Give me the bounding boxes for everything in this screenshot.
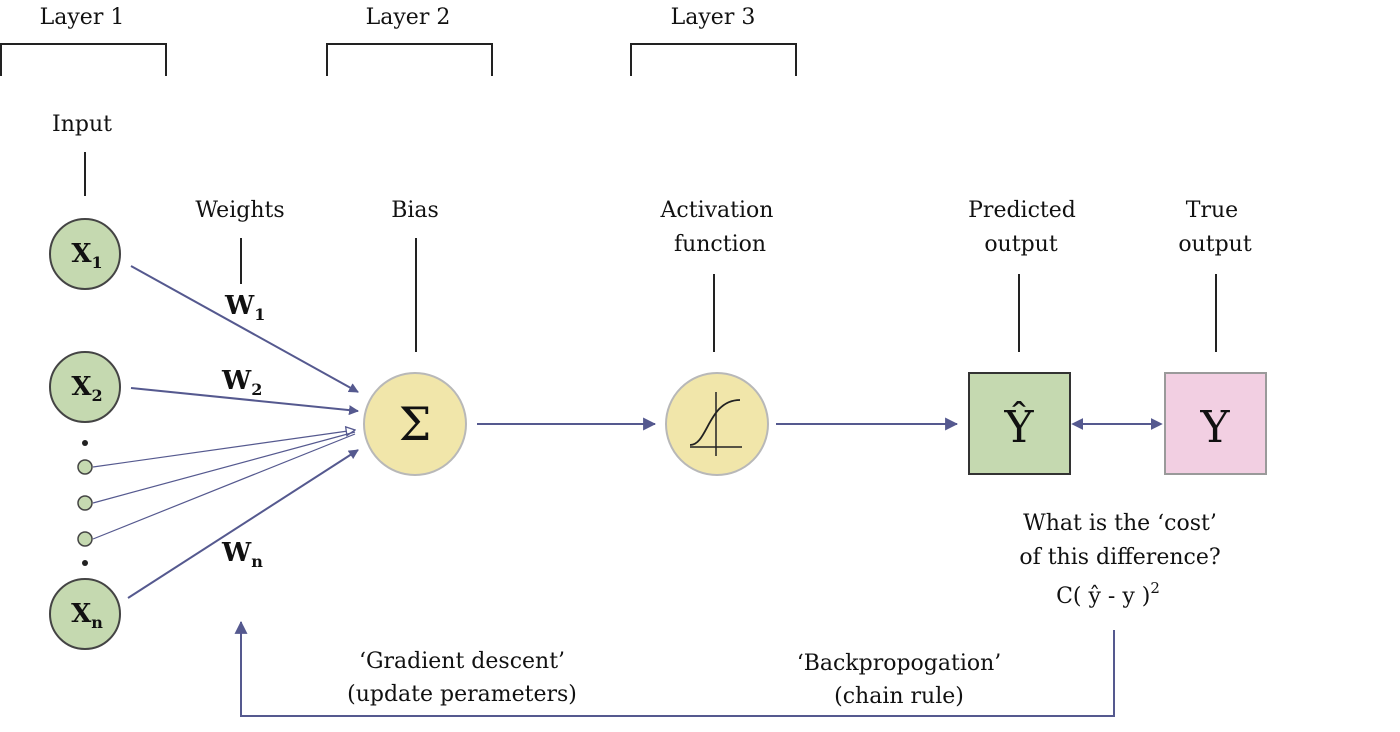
hidden-input-arrow <box>92 430 355 468</box>
predicted-output-node: Ŷ <box>968 372 1071 475</box>
layer-1-label: Layer 1 <box>40 5 125 30</box>
input-node-2-circle <box>49 351 121 423</box>
predicted-label-line2: output <box>984 232 1058 257</box>
layer-3-group: Layer 3 <box>630 5 797 76</box>
gradient-descent-label: ‘Gradient descent’ <box>359 649 565 674</box>
sigmoid-icon <box>689 392 742 456</box>
layer-2-group: Layer 2 <box>326 5 493 76</box>
layer-3-bracket <box>630 43 797 76</box>
layer-1-group: Layer 1 <box>0 5 167 76</box>
weight-n-arrow <box>127 449 359 599</box>
hidden-input-arrow <box>92 433 356 540</box>
true-label-line2: output <box>1178 232 1252 257</box>
weight-2-arrow <box>130 387 359 416</box>
weights-label: Weights <box>195 198 284 223</box>
layer-1-bracket <box>0 43 167 76</box>
layer-3-label: Layer 3 <box>671 5 756 30</box>
input-node-2-label: X2 <box>71 372 102 405</box>
hidden-input-node <box>77 459 93 475</box>
input-node-n-circle <box>49 578 121 650</box>
input-label: Input <box>52 112 112 137</box>
hidden-input-node <box>77 495 93 511</box>
feedback-loop-arrow <box>234 620 1115 717</box>
true-label-line1: True <box>1186 198 1238 223</box>
predicted-label-line1: Predicted <box>968 198 1076 223</box>
summation-node: Σ <box>363 372 467 476</box>
activation-node <box>665 372 769 476</box>
activation-node-circle <box>665 372 769 476</box>
ellipsis-dot <box>82 440 88 446</box>
weight-n-label: Wn <box>221 538 263 571</box>
cost-formula: C( ŷ - y )2 <box>1056 579 1160 609</box>
activation-label-line1: Activation <box>660 198 774 223</box>
ellipsis-dot <box>82 560 88 566</box>
input-node-2: X2 <box>49 351 121 423</box>
input-node-1-circle <box>49 218 121 290</box>
weight-2-label: W2 <box>221 366 262 399</box>
true-symbol: Y <box>1199 402 1230 453</box>
input-node-n-label: Xn <box>71 599 103 632</box>
backpropagation-sublabel: (chain rule) <box>834 684 964 709</box>
true-output-box <box>1164 372 1267 475</box>
hidden-input-arrow <box>92 431 356 504</box>
bias-label: Bias <box>391 198 439 223</box>
true-output-node: Y <box>1164 372 1267 475</box>
input-node-n: Xn <box>49 578 121 650</box>
cost-question-line1: What is the ‘cost’ <box>1023 511 1217 536</box>
hidden-input-node <box>77 531 93 547</box>
input-node-1: X1 <box>49 218 121 290</box>
cost-question-line2: of this difference? <box>1019 545 1220 570</box>
weight-1-arrow <box>130 265 359 393</box>
input-node-1-label: X1 <box>71 239 102 272</box>
backpropagation-label: ‘Backpropogation’ <box>797 651 1002 676</box>
weight-1-label: W1 <box>224 291 265 324</box>
predicted-symbol: Ŷ <box>1003 400 1034 453</box>
gradient-descent-sublabel: (update perameters) <box>347 682 577 707</box>
layer-2-bracket <box>326 43 493 76</box>
activation-label-line2: function <box>674 232 766 257</box>
layer-2-label: Layer 2 <box>366 5 451 30</box>
summation-node-circle <box>363 372 467 476</box>
predicted-output-box <box>968 372 1071 475</box>
sigma-symbol: Σ <box>399 397 432 451</box>
